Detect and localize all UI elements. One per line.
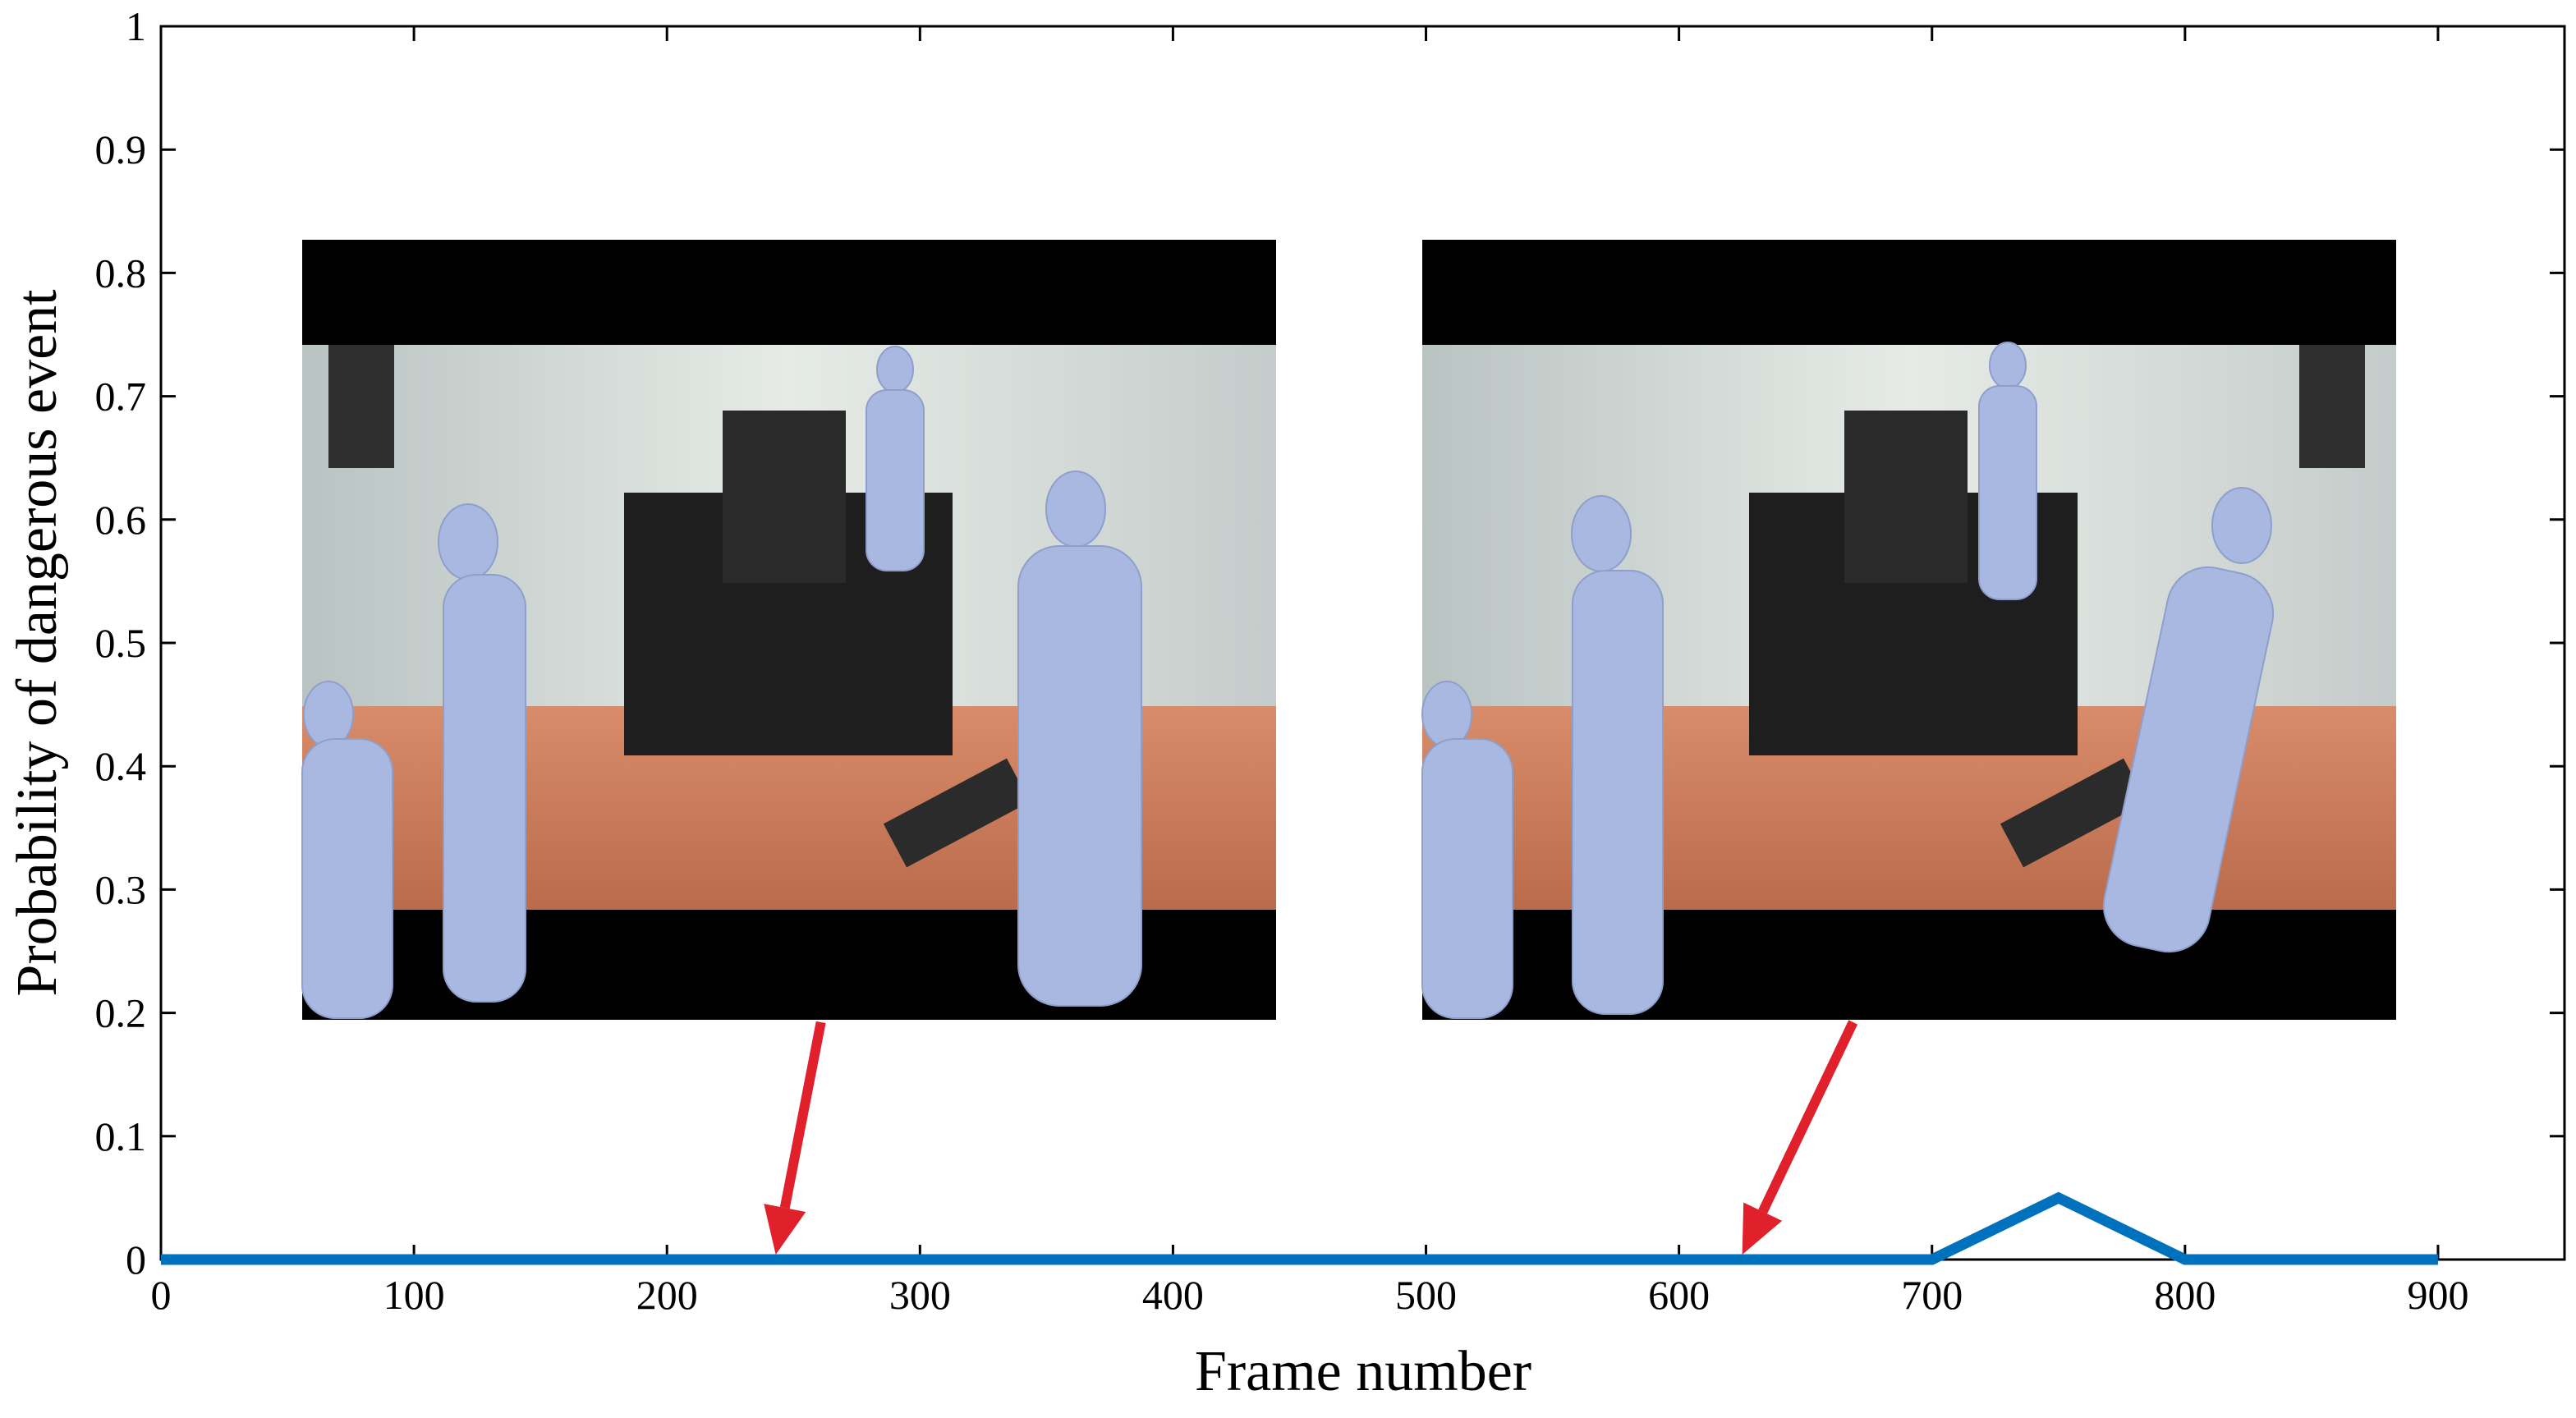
x-tick-label: 500 [1395, 1272, 1457, 1318]
series-line [161, 1191, 2438, 1265]
x-tick-label: 400 [1142, 1272, 1204, 1318]
y-tick-label: 0.9 [95, 126, 147, 172]
arrow-shaft [779, 1021, 826, 1209]
arrow-head [1742, 1202, 1783, 1255]
inset-image-1 [301, 240, 1276, 1020]
x-tick-label: 900 [2407, 1272, 2468, 1318]
y-tick-label: 0.6 [95, 497, 147, 543]
arrow-head [764, 1204, 806, 1255]
x-axis-label: Frame number [1195, 1340, 1531, 1403]
inset-image-2 [1421, 240, 2396, 1020]
x-tick-label: 0 [151, 1272, 172, 1318]
y-tick-label: 0.3 [95, 866, 147, 912]
y-axis-label: Probability of dangerous event [6, 289, 69, 997]
x-tick-label: 100 [383, 1272, 445, 1318]
y-tick-label: 1 [126, 3, 146, 49]
x-tick-label: 300 [889, 1272, 951, 1318]
arrow-shaft [1758, 1020, 1858, 1214]
x-tick-labels: 0 100 200 300 400 500 600 700 800 900 [151, 1272, 2469, 1318]
y-tick-label: 0.5 [95, 620, 147, 666]
y-tick-label: 0.4 [95, 743, 147, 789]
y-tick-label: 0 [126, 1237, 146, 1283]
y-tick-label: 0.1 [95, 1113, 147, 1159]
x-tick-label: 200 [636, 1272, 698, 1318]
x-tick-label: 700 [1901, 1272, 1963, 1318]
y-tick-labels: 0 0.1 0.2 0.3 0.4 0.5 0.6 0.7 0.8 0.9 1 [95, 3, 147, 1283]
x-tick-label: 600 [1648, 1272, 1710, 1318]
y-tick-label: 0.2 [95, 990, 147, 1036]
annotation-arrows [764, 1020, 1858, 1255]
y-tick-label: 0.8 [95, 250, 147, 296]
y-tick-label: 0.7 [95, 374, 147, 420]
series-lines [161, 1191, 2438, 1265]
x-tick-label: 800 [2154, 1272, 2216, 1318]
